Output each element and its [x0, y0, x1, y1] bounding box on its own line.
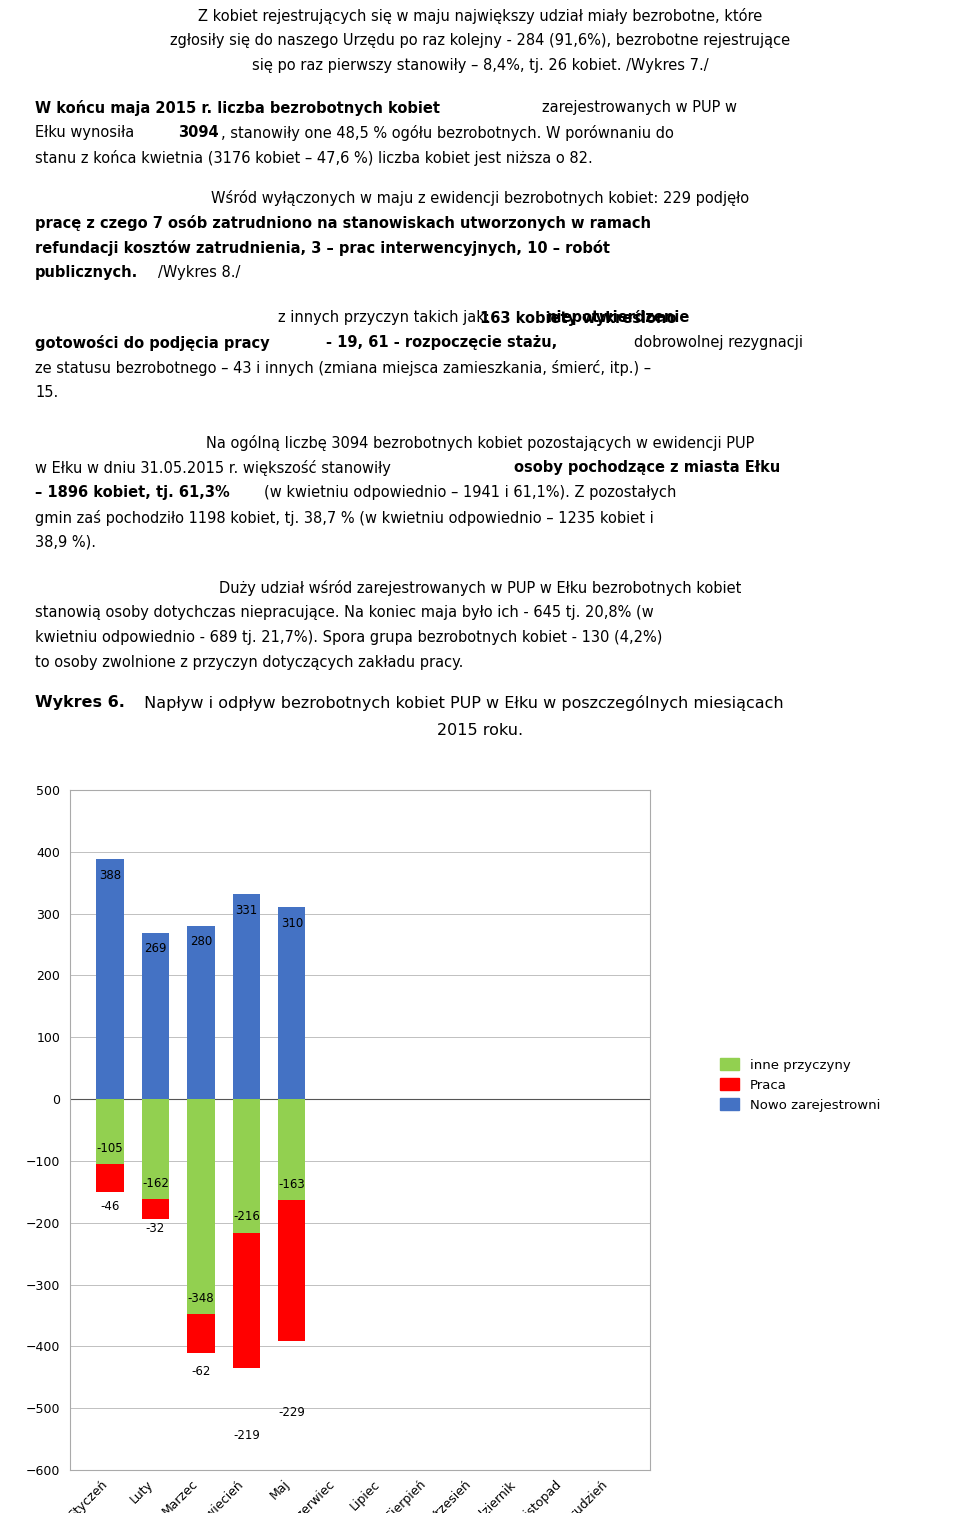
- Bar: [142, 1200, 169, 1219]
- Text: 3094: 3094: [178, 126, 218, 141]
- Text: - 19, 61 - rozpoczęcie stażu,: - 19, 61 - rozpoczęcie stażu,: [326, 334, 558, 350]
- Text: -163: -163: [278, 1177, 305, 1191]
- Text: pracę z czego 7 osób zatrudniono na stanowiskach utworzonych w ramach: pracę z czego 7 osób zatrudniono na stan…: [35, 215, 651, 231]
- Text: (w kwietniu odpowiednio – 1941 i 61,1%). Z pozostałych: (w kwietniu odpowiednio – 1941 i 61,1%).…: [264, 486, 677, 499]
- Text: Z kobiet rejestrujących się w maju największy udział miały bezrobotne, które: Z kobiet rejestrujących się w maju najwi…: [198, 8, 762, 24]
- Bar: [187, 1098, 214, 1315]
- Text: -105: -105: [97, 1142, 123, 1154]
- Bar: [278, 1098, 305, 1200]
- Text: kwietniu odpowiednio - 689 tj. 21,7%). Spora grupa bezrobotnych kobiet - 130 (4,: kwietniu odpowiednio - 689 tj. 21,7%). S…: [35, 629, 662, 645]
- Legend: inne przyczyny, Praca, Nowo zarejestrowni: inne przyczyny, Praca, Nowo zarejestrown…: [713, 1052, 887, 1118]
- Text: Wykres 6.: Wykres 6.: [35, 694, 125, 710]
- Text: 331: 331: [235, 903, 257, 917]
- Text: gotowości do podjęcia pracy: gotowości do podjęcia pracy: [35, 334, 270, 351]
- Text: Na ogólną liczbę 3094 bezrobotnych kobiet pozostających w ewidencji PUP: Na ogólną liczbę 3094 bezrobotnych kobie…: [205, 436, 755, 451]
- Bar: [187, 926, 214, 1098]
- Text: -62: -62: [191, 1365, 210, 1378]
- Bar: [232, 1233, 260, 1368]
- Text: 388: 388: [99, 868, 121, 882]
- Text: 15.: 15.: [35, 384, 59, 399]
- Text: -32: -32: [146, 1223, 165, 1236]
- Text: -216: -216: [233, 1210, 260, 1224]
- Text: Duży udział wśród zarejestrowanych w PUP w Ełku bezrobotnych kobiet: Duży udział wśród zarejestrowanych w PUP…: [219, 579, 741, 596]
- Text: 2015 roku.: 2015 roku.: [437, 723, 523, 738]
- Text: W końcu maja 2015 r. liczba bezrobotnych kobiet: W końcu maja 2015 r. liczba bezrobotnych…: [35, 100, 440, 117]
- Bar: [142, 934, 169, 1098]
- Bar: [96, 1163, 124, 1192]
- Text: 269: 269: [144, 943, 167, 955]
- Text: /Wykres 8./: /Wykres 8./: [158, 265, 241, 280]
- Text: niepotwierdzenie: niepotwierdzenie: [547, 310, 690, 325]
- Text: -162: -162: [142, 1177, 169, 1189]
- Bar: [278, 1200, 305, 1342]
- Bar: [142, 1098, 169, 1200]
- Text: 310: 310: [280, 917, 303, 929]
- Text: -348: -348: [187, 1292, 214, 1304]
- Text: -229: -229: [278, 1406, 305, 1419]
- Bar: [278, 908, 305, 1098]
- Text: ze statusu bezrobotnego – 43 i innych (zmiana miejsca zamieszkania, śmierć, itp.: ze statusu bezrobotnego – 43 i innych (z…: [35, 360, 651, 377]
- Text: stanowią osoby dotychczas niepracujące. Na koniec maja było ich - 645 tj. 20,8% : stanowią osoby dotychczas niepracujące. …: [35, 605, 654, 620]
- Bar: [187, 1315, 214, 1353]
- Text: -219: -219: [233, 1430, 260, 1442]
- Text: Ełku wynosiła: Ełku wynosiła: [35, 126, 134, 141]
- Text: się po raz pierwszy stanowiły – 8,4%, tj. 26 kobiet. /Wykres 7./: się po raz pierwszy stanowiły – 8,4%, tj…: [252, 57, 708, 73]
- Text: z innych przyczyn takich jak:: z innych przyczyn takich jak:: [278, 310, 491, 325]
- Text: 280: 280: [190, 935, 212, 949]
- Text: Napływ i odpływ bezrobotnych kobiet PUP w Ełku w poszczególnych miesiącach: Napływ i odpływ bezrobotnych kobiet PUP …: [139, 694, 783, 711]
- Text: refundacji kosztów zatrudnienia, 3 – prac interwencyjnych, 10 – robót: refundacji kosztów zatrudnienia, 3 – pra…: [35, 241, 610, 256]
- Text: publicznych.: publicznych.: [35, 265, 138, 280]
- Text: – 1896 kobiet, tj. 61,3%: – 1896 kobiet, tj. 61,3%: [35, 486, 229, 499]
- Bar: [96, 859, 124, 1098]
- Bar: [232, 1098, 260, 1233]
- Bar: [96, 1098, 124, 1163]
- Text: 163 kobiety wykreślono: 163 kobiety wykreślono: [480, 310, 677, 325]
- Text: 38,9 %).: 38,9 %).: [35, 536, 96, 551]
- Text: -46: -46: [100, 1200, 120, 1213]
- Text: , stanowiły one 48,5 % ogółu bezrobotnych. W porównaniu do: , stanowiły one 48,5 % ogółu bezrobotnyc…: [221, 126, 674, 141]
- Text: to osoby zwolnione z przyczyn dotyczących zakładu pracy.: to osoby zwolnione z przyczyn dotyczącyc…: [35, 655, 464, 670]
- Text: zgłosiły się do naszego Urzędu po raz kolejny - 284 (91,6%), bezrobotne rejestru: zgłosiły się do naszego Urzędu po raz ko…: [170, 33, 790, 48]
- Text: stanu z końca kwietnia (3176 kobiet – 47,6 %) liczba kobiet jest niższa o 82.: stanu z końca kwietnia (3176 kobiet – 47…: [35, 150, 592, 166]
- Text: dobrowolnej rezygnacji: dobrowolnej rezygnacji: [634, 334, 803, 350]
- Text: gmin zaś pochodziło 1198 kobiet, tj. 38,7 % (w kwietniu odpowiednio – 1235 kobie: gmin zaś pochodziło 1198 kobiet, tj. 38,…: [35, 510, 654, 527]
- Bar: [232, 894, 260, 1098]
- Text: w Ełku w dniu 31.05.2015 r. większość stanowiły: w Ełku w dniu 31.05.2015 r. większość st…: [35, 460, 391, 477]
- Text: Wśród wyłączonych w maju z ewidencji bezrobotnych kobiet: 229 podjęło: Wśród wyłączonych w maju z ewidencji bez…: [211, 191, 749, 206]
- Text: zarejestrowanych w PUP w: zarejestrowanych w PUP w: [542, 100, 737, 115]
- Text: osoby pochodzące z miasta Ełku: osoby pochodzące z miasta Ełku: [514, 460, 780, 475]
